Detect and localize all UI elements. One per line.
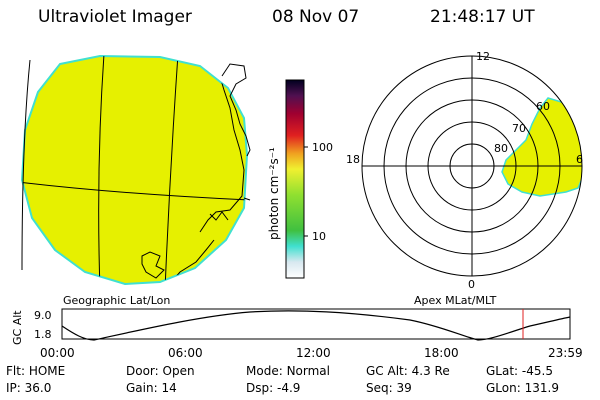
colorbar: 100 10 photon cm⁻²s⁻¹ (267, 79, 333, 279)
ytick-9: 9.0 (34, 309, 52, 322)
polar-panel: 12 18 6 0 80 70 60 (346, 50, 583, 291)
polar-panel-label: Apex MLat/MLT (414, 294, 497, 307)
mlt-label-12: 12 (476, 50, 490, 63)
seq-value: 39 (396, 381, 412, 395)
parallel-line (22, 181, 247, 201)
door-value: Open (162, 364, 195, 378)
glon-value: 131.9 (524, 381, 559, 395)
polar-emission-region (501, 97, 582, 197)
mlt-label-0: 0 (468, 278, 475, 291)
door-label: Door: (126, 364, 159, 378)
colorbar-scale (285, 79, 305, 279)
xtick-1800: 18:00 (424, 346, 459, 360)
mlat-label-70: 70 (512, 122, 526, 135)
meridian-line (164, 56, 179, 284)
dsp-label: Dsp: (246, 381, 274, 395)
coastline (141, 251, 165, 279)
ip-value: 36.0 (24, 381, 52, 395)
seq-label: Seq: (366, 381, 393, 395)
mlt-label-6: 6 (576, 153, 583, 166)
date-label: 08 Nov 07 (272, 7, 360, 27)
geographic-panel (20, 54, 251, 286)
dsp-value: -4.9 (276, 381, 301, 395)
glat-label: GLat: (486, 364, 519, 378)
mlat-label-60: 60 (536, 100, 550, 113)
altitude-curve (61, 310, 571, 341)
coastline (199, 69, 245, 233)
glon-label: GLon: (486, 381, 521, 395)
xtick-0000: 00:00 (40, 346, 75, 360)
meridian-line (98, 56, 105, 284)
altitude-plot-frame (61, 308, 571, 340)
gain-label: Gain: (126, 381, 158, 395)
ytick-1-8: 1.8 (34, 328, 52, 341)
mlat-label-80: 80 (494, 142, 508, 155)
gc-alt-value: 4.3 Re (411, 364, 450, 378)
altitude-ylabel: GC Alt (11, 310, 24, 345)
glat-value: -45.5 (521, 364, 553, 378)
coastline (221, 63, 251, 157)
altitude-plot: 9.0 1.8 GC Alt 00:00 06:00 12:00 18:00 2… (11, 308, 583, 360)
time-label: 21:48:17 UT (430, 7, 535, 27)
colorbar-tick-10: 10 (312, 230, 326, 243)
ip-label: IP: (6, 381, 21, 395)
flight-label: Flt: (6, 364, 25, 378)
colorbar-unit-label: photon cm⁻²s⁻¹ (267, 147, 281, 240)
mlt-label-18: 18 (346, 153, 360, 166)
xtick-2359: 23:59 (548, 346, 583, 360)
xtick-0600: 06:00 (168, 346, 203, 360)
xtick-1200: 12:00 (296, 346, 331, 360)
mode-value: Normal (286, 364, 330, 378)
coastline (209, 211, 229, 221)
instrument-title: Ultraviolet Imager (38, 7, 192, 27)
colorbar-tick-100: 100 (312, 141, 333, 154)
parallel-line (243, 197, 251, 201)
geographic-panel-label: Geographic Lat/Lon (63, 294, 170, 307)
emission-disk (20, 54, 249, 286)
gain-value: 14 (161, 381, 177, 395)
flight-value: HOME (28, 364, 66, 378)
meridian-line (21, 59, 31, 271)
gc-alt-label: GC Alt: (366, 364, 408, 378)
mode-label: Mode: (246, 364, 283, 378)
